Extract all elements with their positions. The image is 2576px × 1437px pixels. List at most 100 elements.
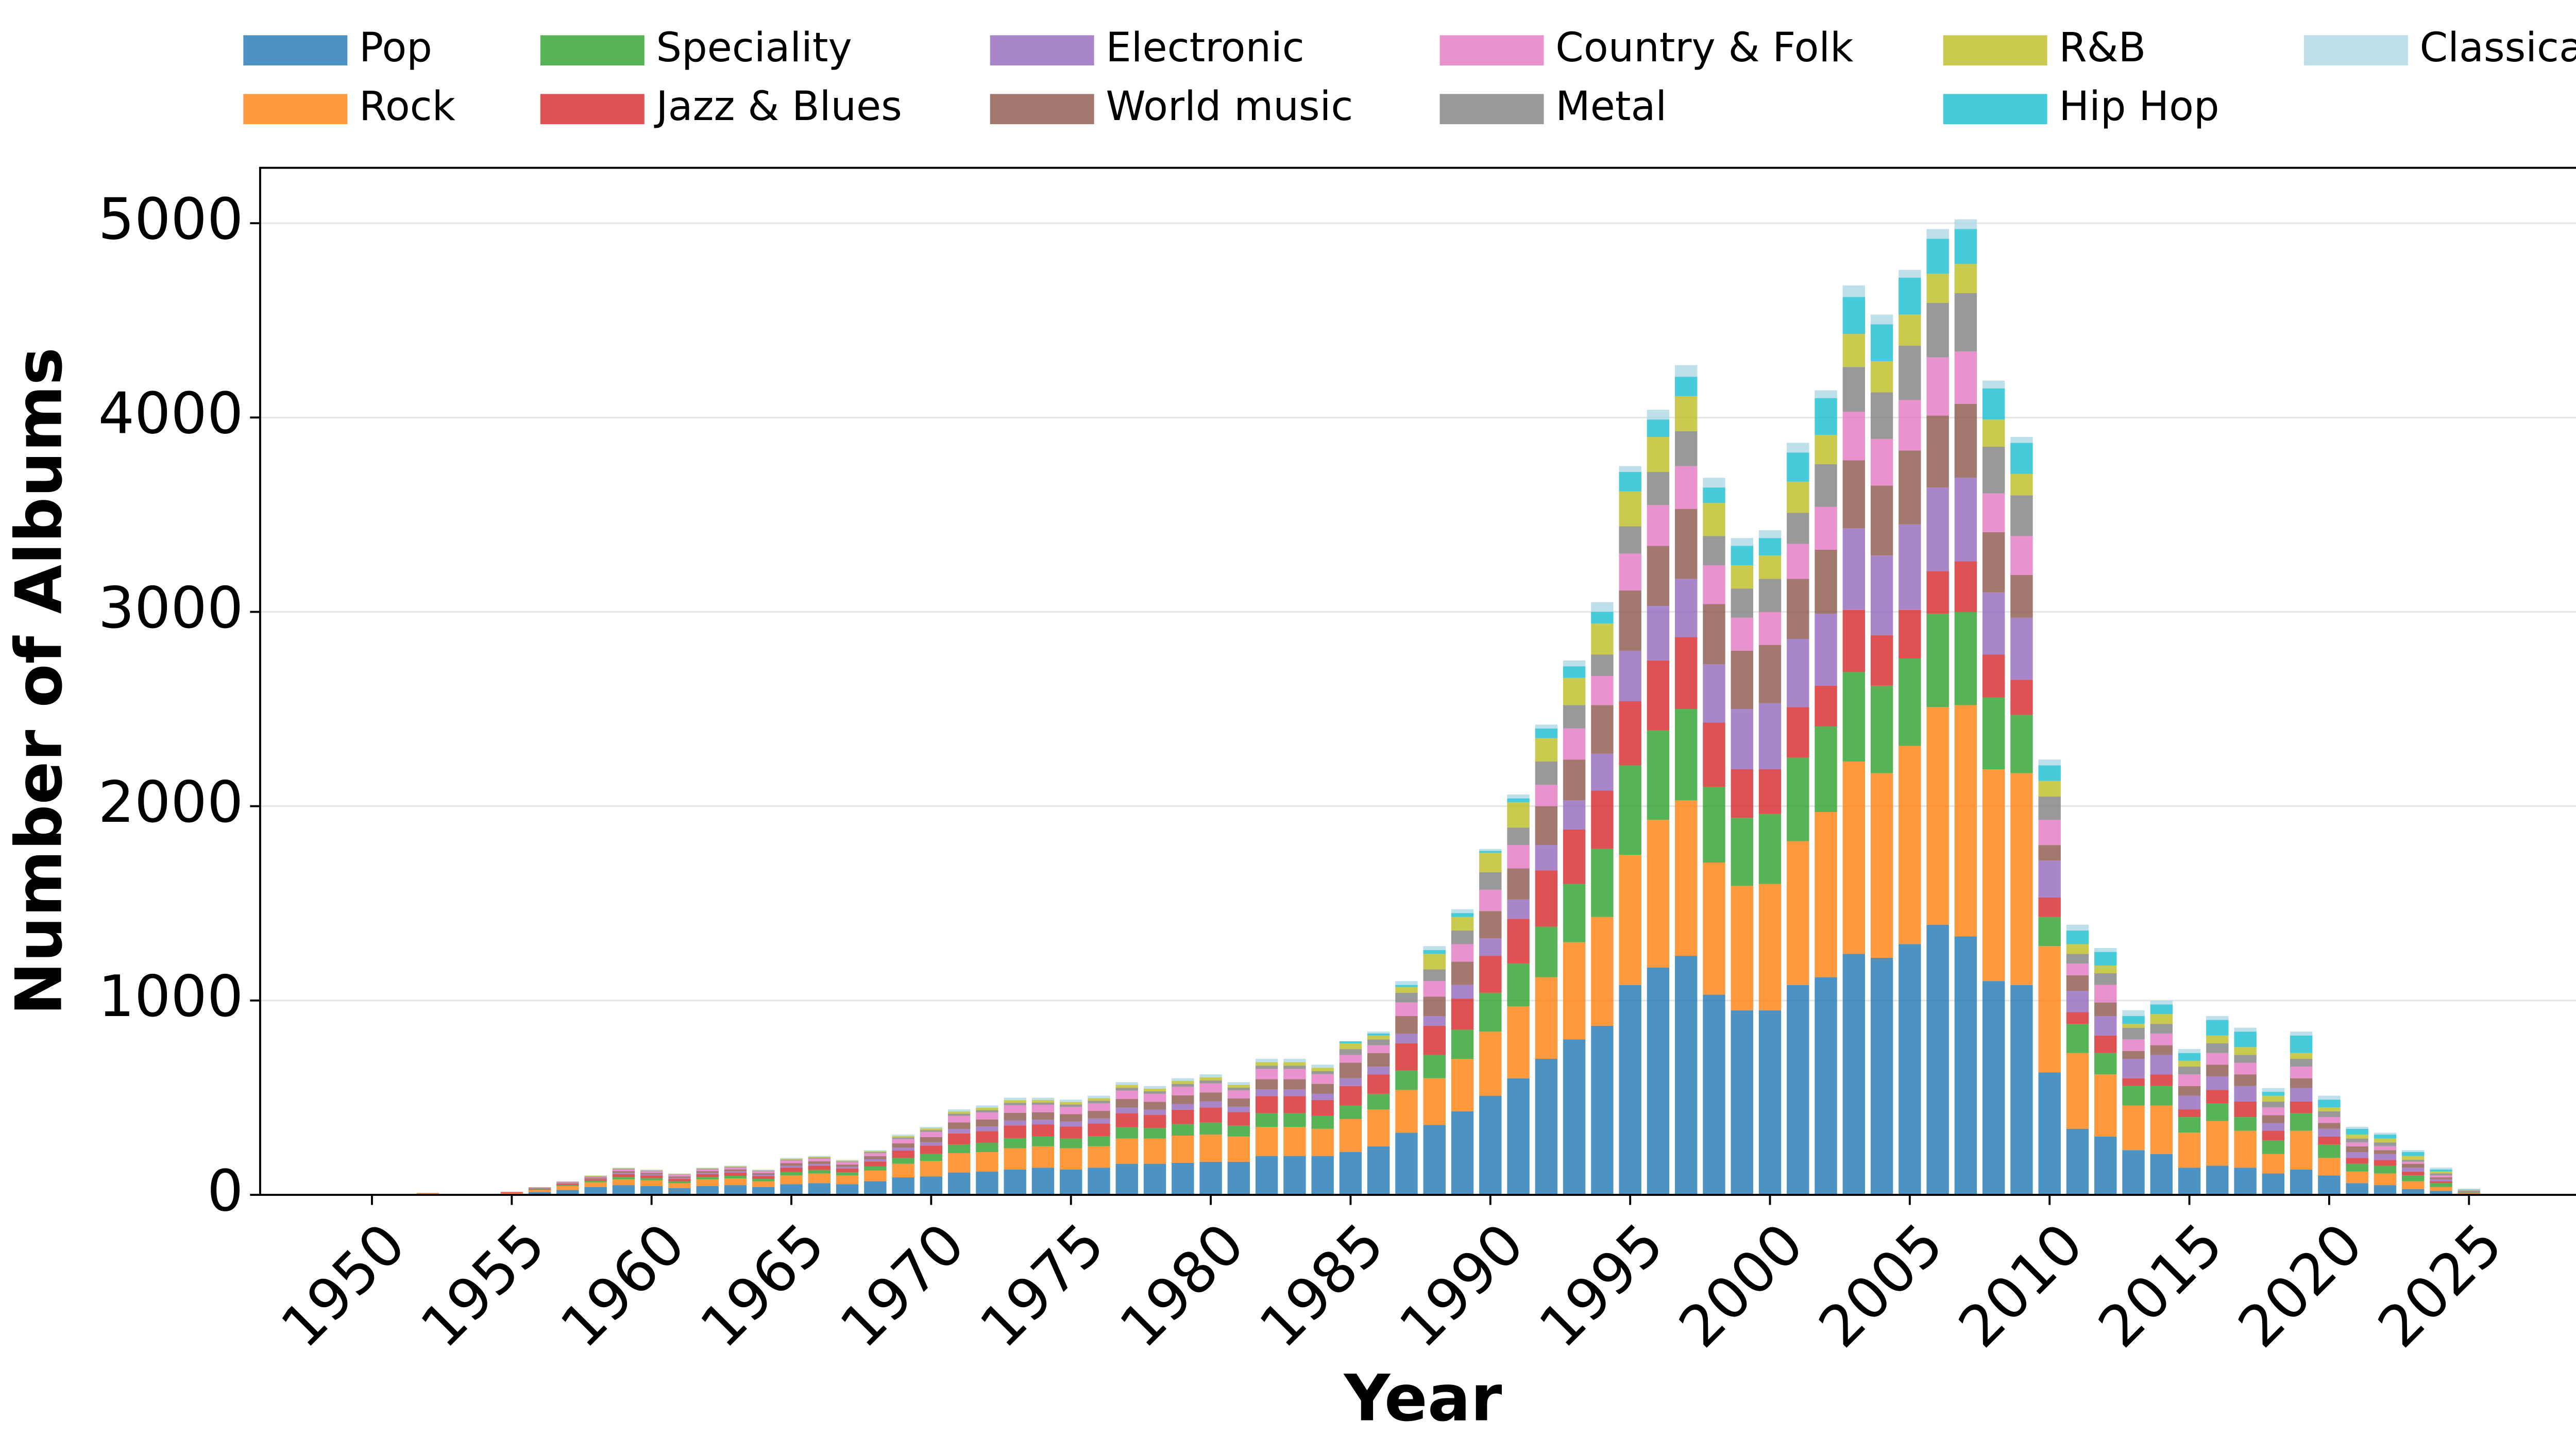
- bar: [2318, 1175, 2341, 1195]
- bar: [1535, 977, 1558, 1059]
- bar: [1479, 911, 1502, 939]
- bar: [556, 1184, 579, 1186]
- bar: [836, 1164, 859, 1167]
- bar: [1815, 549, 1837, 614]
- bar: [2346, 1183, 2368, 1195]
- bar: [1647, 419, 1670, 437]
- bar: [864, 1151, 887, 1153]
- bar: [947, 1133, 971, 1144]
- bar: [1926, 487, 1949, 571]
- bar: [1870, 361, 1893, 393]
- bar: [1731, 546, 1753, 566]
- legend-swatch: [1943, 94, 2047, 125]
- bar: [2318, 1100, 2341, 1108]
- bar: [1815, 977, 1837, 1195]
- bar: [808, 1173, 831, 1184]
- legend: Pop Rock Speciality Jazz & Blues Electronic W…: [243, 24, 2576, 130]
- bar: [780, 1165, 803, 1168]
- bar: [2262, 1130, 2285, 1141]
- bar: [1787, 481, 1809, 513]
- bar: [1982, 981, 2005, 1195]
- bar: [1591, 790, 1614, 849]
- bar: [808, 1161, 831, 1164]
- bar: [2094, 952, 2117, 966]
- bar: [2094, 1035, 2117, 1053]
- bar: [1088, 1146, 1110, 1168]
- bar: [1227, 1090, 1250, 1098]
- bar: [1647, 606, 1670, 661]
- bar: [780, 1175, 803, 1185]
- bar: [780, 1163, 803, 1166]
- bar: [780, 1158, 803, 1159]
- bar: [1674, 637, 1698, 709]
- bar: [1060, 1114, 1082, 1122]
- bar: [976, 1152, 998, 1172]
- bar: [1674, 956, 1698, 1195]
- bar: [1870, 957, 1893, 1195]
- bar: [1703, 722, 1725, 787]
- bar: [2178, 1074, 2201, 1086]
- bar: [2206, 1064, 2229, 1076]
- bar: [1339, 1041, 1362, 1043]
- bars: [416, 219, 2480, 1195]
- bar: [2290, 1067, 2313, 1078]
- bar: [1842, 460, 1866, 529]
- bar: [892, 1177, 914, 1195]
- bar: [2290, 1101, 2313, 1113]
- bar: [1172, 1124, 1194, 1136]
- bar: [2262, 1095, 2285, 1102]
- bar: [2318, 1107, 2341, 1111]
- bar: [528, 1188, 551, 1190]
- bar: [640, 1171, 663, 1173]
- bar: [836, 1160, 859, 1162]
- bar: [2374, 1160, 2397, 1166]
- bar: [1479, 1095, 1502, 1195]
- bar: [1982, 654, 2005, 698]
- bar: [1535, 1058, 1558, 1195]
- bar: [1703, 536, 1725, 566]
- bar: [1870, 485, 1893, 556]
- bar: [584, 1187, 607, 1195]
- legend-swatch: [540, 35, 645, 66]
- bar: [2122, 1086, 2145, 1106]
- bar: [1255, 1062, 1278, 1066]
- bar: [2290, 1053, 2313, 1059]
- bar: [752, 1187, 775, 1195]
- bar: [808, 1164, 831, 1166]
- bar: [2206, 1090, 2229, 1104]
- bar: [1787, 841, 1809, 985]
- legend-label: Classical: [2420, 24, 2576, 71]
- bar: [1563, 1039, 1586, 1195]
- bar: [1647, 730, 1670, 820]
- bar: [1339, 1055, 1362, 1063]
- bar: [1591, 1025, 1614, 1195]
- bar: [947, 1144, 971, 1153]
- bar: [528, 1192, 551, 1195]
- bar: [947, 1111, 971, 1114]
- bar: [864, 1152, 887, 1153]
- bar: [2206, 1121, 2229, 1166]
- bar: [836, 1160, 859, 1161]
- bar: [1591, 675, 1614, 705]
- bar: [1311, 1100, 1334, 1116]
- bar: [1255, 1069, 1278, 1079]
- bar: [1479, 872, 1502, 890]
- bar: [920, 1142, 943, 1146]
- bar: [1507, 802, 1530, 828]
- bar: [724, 1166, 747, 1168]
- bar: [556, 1181, 579, 1183]
- bar: [1199, 1107, 1222, 1123]
- bar: [612, 1174, 635, 1177]
- bar: [1395, 1070, 1418, 1090]
- bar: [1815, 390, 1837, 398]
- bar: [864, 1153, 887, 1156]
- bar: [1507, 845, 1530, 869]
- bar: [2374, 1154, 2397, 1160]
- bar: [1172, 1095, 1194, 1104]
- bar: [2346, 1127, 2368, 1129]
- y-tick-label: 4000: [98, 381, 244, 447]
- bar: [2346, 1163, 2368, 1172]
- bar: [2290, 1032, 2313, 1036]
- bar: [1842, 528, 1866, 610]
